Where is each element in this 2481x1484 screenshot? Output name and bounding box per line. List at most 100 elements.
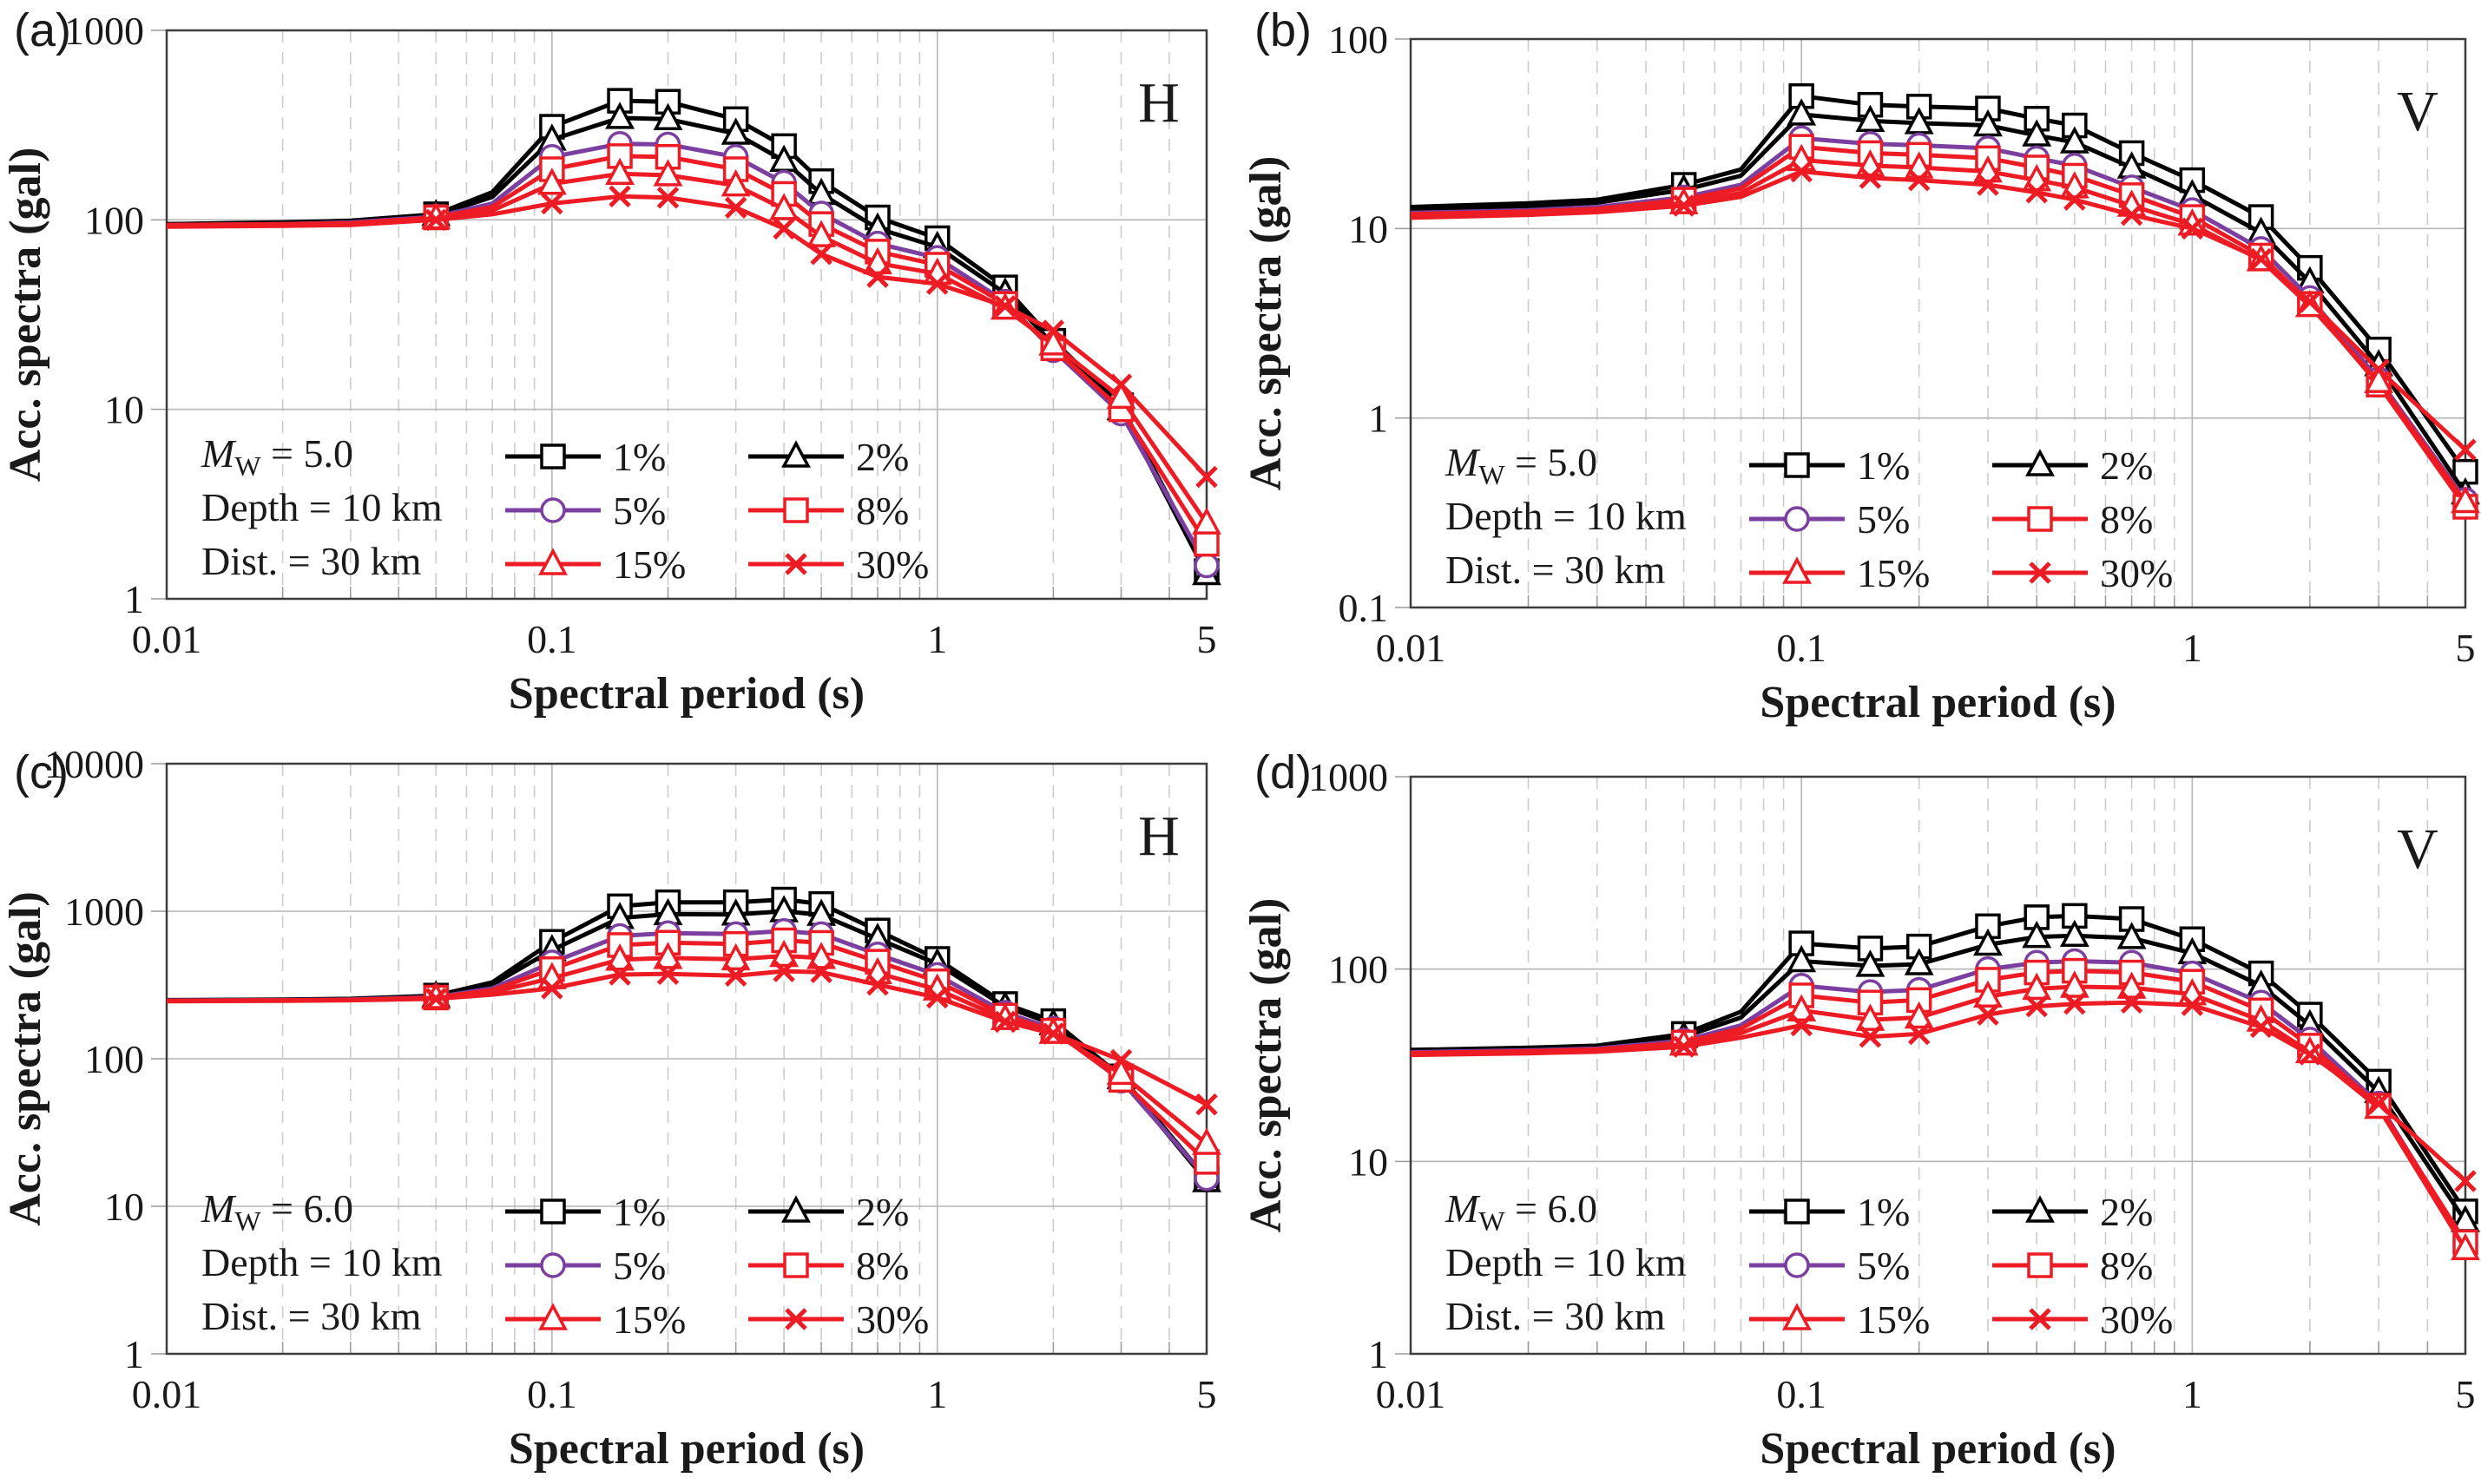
y-tick-label: 1000: [64, 9, 144, 53]
depth-label: Depth = 10 km: [1445, 1240, 1687, 1284]
series-30pct-marker: [994, 1010, 1017, 1034]
series-30pct-marker: [1672, 1035, 1695, 1058]
series-30pct-markers: [1672, 160, 2477, 462]
triangle-marker: [1787, 944, 1817, 973]
legend-label: 15%: [1857, 551, 1930, 595]
legend-item-8pct: 8%: [1992, 497, 2153, 542]
legend-item-1pct: 1%: [1749, 443, 1910, 488]
legend-marker: [540, 1198, 566, 1225]
x-marker: [1859, 1025, 1882, 1048]
series-2pct-marker: [2059, 126, 2089, 154]
square-marker: [2027, 506, 2053, 532]
series-15pct-marker: [769, 939, 800, 968]
series-2pct-marker: [1855, 949, 1885, 977]
series-2pct-marker: [2022, 920, 2052, 949]
series-30pct-marker: [994, 295, 1017, 318]
series-curves: [166, 88, 1221, 586]
series-30pct-marker: [773, 217, 795, 240]
series-30pct-marker: [2181, 994, 2204, 1016]
circle-marker: [540, 1252, 566, 1278]
triangle-marker: [653, 102, 683, 131]
x-marker: [2454, 1170, 2477, 1192]
y-tick-label: 1: [124, 577, 144, 621]
triangle-marker: [1782, 1303, 1812, 1330]
x-tick-label: 5: [1197, 1372, 1217, 1416]
series-30pct-marker: [925, 273, 949, 295]
axis-ticks: [1395, 38, 2429, 608]
x-marker: [1042, 1022, 1065, 1045]
magnitude-label: MW = 6.0: [201, 1186, 353, 1237]
legend: 1% 2% 5% 8% 15% 30%: [505, 435, 929, 587]
x-marker: [1977, 174, 1999, 196]
triangle-marker: [2059, 970, 2089, 998]
series-30pct-marker: [2063, 188, 2086, 211]
legend-label: 8%: [856, 1244, 909, 1288]
series-30pct-marker: [541, 192, 563, 215]
series-30pct-marker: [2063, 992, 2086, 1015]
series-30pct-marker: [424, 208, 448, 232]
series-30pct-marker: [1977, 1003, 1999, 1026]
x-marker: [866, 973, 889, 996]
triangle-marker: [1192, 507, 1221, 535]
legend: 1% 2% 5% 8% 15% 30%: [505, 1190, 929, 1342]
x-marker: [1672, 1035, 1695, 1058]
x-marker: [2367, 1092, 2390, 1115]
series-30pct-marker: [724, 964, 747, 987]
legend-marker: [538, 1303, 568, 1330]
legend-label: 8%: [2100, 497, 2153, 542]
panel-b: (b) V MW = 5.0 Depth = 10 km Dist. = 30 km 1…: [1240, 0, 2481, 742]
y-tick-label: 100: [84, 198, 144, 242]
legend-item-30pct: 30%: [1992, 551, 2173, 595]
x-marker: [1790, 1014, 1813, 1037]
x-tick-label: 1: [2182, 626, 2202, 670]
y-tick-label: 10: [1348, 207, 1388, 251]
series-15pct-marker: [536, 167, 567, 195]
legend-marker: [1782, 556, 1812, 584]
series-15pct-marker: [605, 157, 635, 186]
legend-item-8pct: 8%: [1992, 1244, 2153, 1288]
distance-label: Dist. = 30 km: [1445, 548, 1666, 592]
triangle-marker: [721, 117, 751, 145]
legend-label: 5%: [1857, 497, 1910, 542]
series-15pct-marker: [1973, 154, 2003, 183]
series-15pct-marker: [1904, 1001, 1934, 1029]
series-2pct-marker: [2116, 922, 2147, 949]
depth-label: Depth = 10 km: [1445, 494, 1687, 538]
y-axis-title: Acc. spectra (gal): [1, 891, 50, 1226]
series-30pct-marker: [2120, 991, 2143, 1014]
y-tick-label: 10: [104, 388, 144, 432]
x-marker: [1977, 1003, 1999, 1026]
series-15pct-marker: [2116, 971, 2147, 999]
x-marker: [773, 960, 795, 982]
y-tick-label: 1: [1368, 397, 1388, 441]
legend-label: 15%: [1857, 1297, 1930, 1342]
x-axis-title: Spectral period (s): [1760, 1424, 2116, 1474]
triangle-marker: [1106, 1057, 1136, 1086]
series-30pct-marker: [1109, 373, 1133, 396]
x-axis-title: Spectral period (s): [509, 1424, 865, 1474]
distance-label: Dist. = 30 km: [201, 539, 422, 583]
series-30pct-markers: [424, 185, 1218, 489]
panel-label-c: (c): [14, 746, 69, 798]
triangle-marker: [1973, 154, 2003, 183]
legend-marker: [783, 497, 809, 523]
distance-label: Dist. = 30 km: [201, 1294, 422, 1338]
component-label: V: [2397, 818, 2438, 881]
series-5pct-marker: [1194, 552, 1220, 579]
triangle-marker: [2451, 485, 2480, 514]
triangle-marker: [2022, 920, 2052, 949]
x-marker: [994, 295, 1017, 318]
x-marker: [1907, 168, 1931, 192]
legend-label: 8%: [2100, 1244, 2153, 1288]
x-marker: [609, 185, 631, 208]
series-15pct-marker: [1192, 507, 1221, 535]
triangle-marker: [1973, 108, 2003, 137]
legend-item-30pct: 30%: [1992, 1297, 2173, 1342]
series-30pct-marker: [1907, 168, 1931, 192]
y-axis-title: Acc. spectra (gal): [1241, 156, 1291, 491]
x-tick-label: 0.1: [527, 1372, 577, 1416]
triangle-marker: [721, 168, 751, 197]
gridlines: [1411, 777, 2465, 1354]
